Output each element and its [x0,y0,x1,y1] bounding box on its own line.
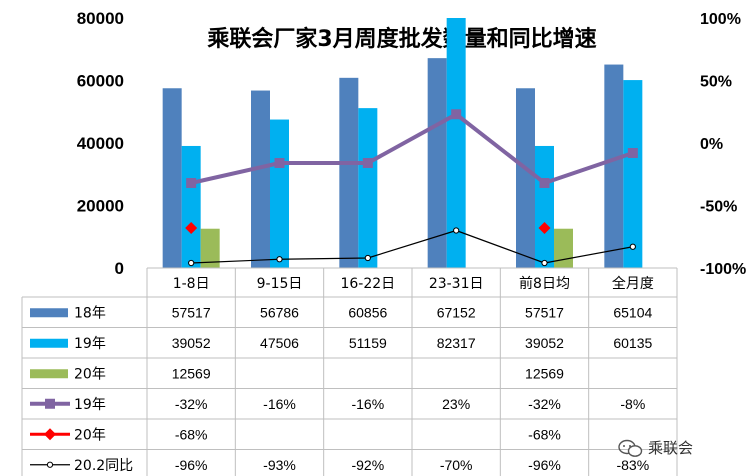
y-left-tick-label: 80000 [77,9,124,28]
bar [339,77,359,268]
category-label: 1-8日 [173,276,210,292]
table-cell: -68% [528,426,561,442]
bar [554,228,573,268]
table-cell: -68% [175,426,208,442]
y-left-tick-label: 0 [115,259,124,278]
legend-label: 19年 [74,397,106,413]
line-marker [186,178,197,188]
line-marker [541,259,548,267]
line-marker [627,148,638,158]
bar [516,88,535,269]
chart-title: 乘联会厂家3月周度批发数量和同比增速 [206,26,596,52]
series-line [191,229,633,264]
line-marker [362,158,373,168]
series-line [190,112,634,185]
line-marker [364,254,371,262]
y-left-tick-label: 20000 [77,197,124,216]
table-cell: -83% [616,457,649,473]
table-cell: -32% [175,396,208,412]
table-cell: -70% [440,457,473,473]
bar [270,119,289,268]
legend-label: 20年 [74,427,106,443]
y-right-tick-label: 100% [700,11,741,28]
category-label: 16-22日 [340,276,395,292]
table-cell: -96% [175,457,208,473]
table-cell: 12569 [525,365,564,381]
bar [358,108,378,268]
legend-key [30,338,68,348]
bar [535,145,554,268]
table-cell: -32% [528,396,561,412]
legend-key [30,369,68,379]
y-right-tick-label: 0% [700,136,723,153]
y-left-tick-label: 60000 [77,72,124,91]
bar [427,58,447,269]
line-marker [629,243,636,250]
table-cell: 67152 [437,304,476,320]
legend-label: 20年 [74,366,106,382]
line-marker [188,259,195,267]
table-cell: -16% [263,396,296,412]
table-cell: 51159 [349,335,387,351]
legend-key-marker [44,428,56,441]
table-cell: 47506 [260,335,299,351]
table-cell: 82317 [437,335,476,351]
category-label: 全月度 [612,275,654,292]
table-cell: 23% [442,396,470,412]
table-cell: 60856 [348,304,387,320]
bar [251,90,270,268]
table-cell: 39052 [525,335,564,351]
bar [162,88,182,269]
legend-label: 19年 [74,336,106,352]
legend-label: 20.2同比 [74,458,133,474]
category-label: 23-31日 [429,276,484,292]
line-marker [276,256,283,263]
table-cell: 12569 [172,365,211,381]
line-marker [539,178,550,188]
wechat-icon [618,439,643,457]
table-cell: -92% [351,457,384,473]
watermark: 乘联会 [618,439,693,457]
y-right-tick-label: 50% [700,74,732,91]
line-marker [274,158,285,168]
y-right-tick-label: -50% [700,199,737,216]
table-cell: -96% [528,457,561,473]
table-cell: -93% [263,457,296,473]
table-cell: 39052 [172,335,211,351]
bar [604,64,624,268]
line-marker [451,109,462,120]
legend-key-marker [46,461,54,468]
category-label: 9-15日 [257,276,303,292]
y-right-tick-label: -100% [700,261,746,278]
legend-key [30,308,68,318]
table-cell: 65104 [613,304,652,320]
y-left-tick-label: 40000 [77,134,124,153]
bar [623,80,643,268]
bar [200,228,220,268]
table-cell: 60135 [613,335,652,351]
bar [181,145,201,268]
table-cell: 56786 [260,304,299,320]
legend-label: 18年 [74,305,106,321]
line-marker [453,227,460,234]
watermark-text: 乘联会 [648,439,693,457]
line-marker [185,222,198,234]
line-marker [538,222,551,234]
table-cell: 57517 [172,304,211,320]
table-cell: 57517 [525,304,564,320]
table-cell: -8% [620,396,645,412]
table-cell: -16% [351,396,384,412]
legend-key-marker [45,398,55,409]
bar [446,18,466,268]
category-label: 前8日均 [519,275,570,292]
